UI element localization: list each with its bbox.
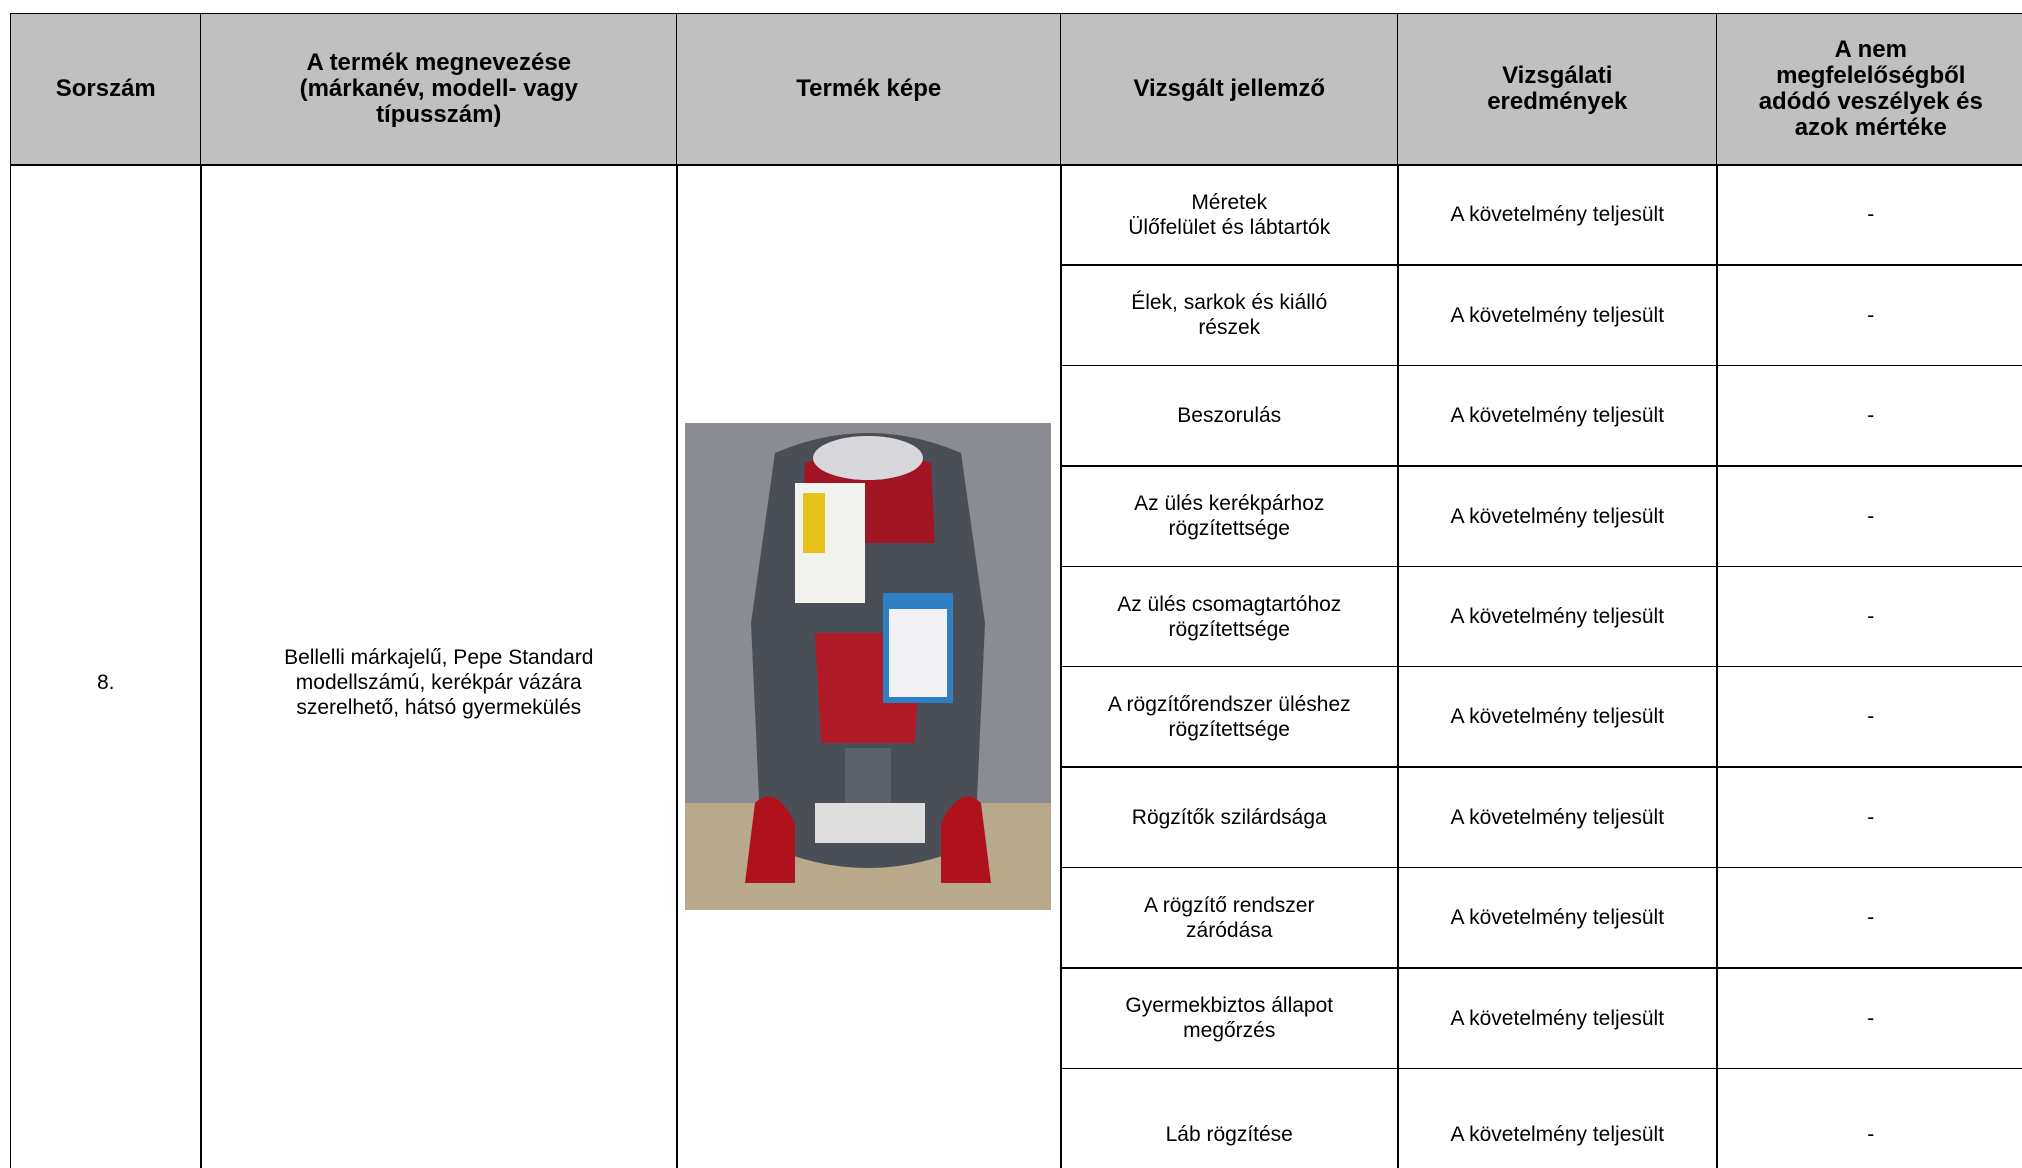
text-line: -	[1867, 805, 1875, 829]
feature-cell: Az ülés kerékpárhoz rögzítettsége	[1060, 465, 1399, 568]
header-cell: A termék megnevezése (márkanév, modell- v…	[200, 13, 678, 166]
text-line: -	[1867, 404, 1875, 428]
text-line: részek	[1198, 316, 1261, 340]
feature-cell: Rögzítők szilárdsága	[1060, 766, 1399, 869]
text-line: Az ülés kerékpárhoz	[1134, 492, 1325, 516]
text-line: A követelmény teljesült	[1450, 504, 1665, 528]
text-line: Sorszám	[55, 75, 156, 103]
header-cell: Vizsgálati eredmények	[1397, 13, 1718, 166]
number-cell: 8.	[10, 164, 202, 1168]
text-line: -	[1867, 605, 1875, 629]
text-line: -	[1867, 1006, 1875, 1030]
text-line: A követelmény teljesült	[1450, 705, 1665, 729]
hazard-cell: -	[1716, 967, 2022, 1070]
text-line: modellszámú, kerékpár vázára	[295, 671, 582, 695]
text-line: Vizsgálati	[1502, 62, 1613, 90]
text-line: Ülőfelület és lábtartók	[1128, 215, 1331, 239]
result-cell: A követelmény teljesült	[1397, 766, 1718, 869]
result-cell: A követelmény teljesült	[1397, 1067, 1718, 1168]
feature-cell: A rögzítő rendszer záródása	[1060, 866, 1399, 969]
text-line: adódó veszélyek és	[1758, 88, 1983, 116]
text-line: Bellelli márkajelű, Pepe Standard	[284, 646, 594, 670]
text-line: A rögzítőrendszer üléshez	[1107, 692, 1351, 716]
text-line: -	[1867, 303, 1875, 327]
text-line: Vizsgált jellemző	[1133, 75, 1326, 103]
text-line: Az ülés csomagtartóhoz	[1117, 592, 1342, 616]
result-cell: A követelmény teljesült	[1397, 967, 1718, 1070]
product-photo	[685, 423, 1051, 910]
hazard-cell: -	[1716, 866, 2022, 969]
hazard-cell: -	[1716, 465, 2022, 568]
feature-cell: Gyermekbiztos állapot megőrzés	[1060, 967, 1399, 1070]
result-cell: A követelmény teljesült	[1397, 364, 1718, 467]
text-line: A követelmény teljesült	[1450, 303, 1665, 327]
text-line: rögzítettsége	[1168, 717, 1290, 741]
hazard-cell: -	[1716, 164, 2022, 266]
text-line: -	[1867, 906, 1875, 930]
feature-cell: A rögzítőrendszer üléshez rögzítettsége	[1060, 666, 1399, 768]
text-line: eredmények	[1487, 88, 1628, 116]
text-line: Gyermekbiztos állapot	[1125, 994, 1334, 1018]
result-cell: A követelmény teljesült	[1397, 866, 1718, 969]
text-line: záródása	[1186, 918, 1273, 942]
hazard-cell: -	[1716, 565, 2022, 668]
text-line: -	[1867, 504, 1875, 528]
text-line: Láb rögzítése	[1165, 1123, 1293, 1147]
hazard-cell: -	[1716, 766, 2022, 869]
hazard-cell: -	[1716, 666, 2022, 768]
header-cell: A nem megfelelőségből adódó veszélyek és az…	[1716, 13, 2022, 166]
text-line: (márkanév, modell- vagy	[299, 75, 578, 103]
result-cell: A követelmény teljesült	[1397, 465, 1718, 568]
result-cell: A követelmény teljesült	[1397, 666, 1718, 768]
text-line: rögzítettsége	[1168, 617, 1290, 641]
product-cell: Bellelli márkajelű, Pepe Standard modells…	[200, 164, 678, 1168]
text-line: -	[1867, 203, 1875, 227]
text-line: A termék megnevezése	[306, 49, 572, 77]
text-line: 8.	[96, 671, 115, 695]
result-cell: A követelmény teljesült	[1397, 565, 1718, 668]
text-line: azok mértéke	[1794, 114, 1947, 142]
text-line: rögzítettsége	[1168, 517, 1290, 541]
text-line: Élek, sarkok és kiálló	[1131, 291, 1328, 315]
text-line: A követelmény teljesült	[1450, 404, 1665, 428]
feature-cell: Láb rögzítése	[1060, 1067, 1399, 1168]
feature-cell: Beszorulás	[1060, 364, 1399, 467]
text-line: A követelmény teljesült	[1450, 203, 1665, 227]
hazard-cell: -	[1716, 264, 2022, 367]
feature-cell: Az ülés csomagtartóhoz rögzítettsége	[1060, 565, 1399, 668]
text-line: megfelelőségből	[1776, 62, 1966, 90]
text-line: A rögzítő rendszer	[1144, 893, 1315, 917]
text-line: A követelmény teljesült	[1450, 1006, 1665, 1030]
text-line: A követelmény teljesült	[1450, 805, 1665, 829]
text-line: A követelmény teljesült	[1450, 1123, 1665, 1147]
text-line: -	[1867, 705, 1875, 729]
text-line: A követelmény teljesült	[1450, 605, 1665, 629]
hazard-cell: -	[1716, 1067, 2022, 1168]
text-line: szerelhető, hátsó gyermekülés	[296, 696, 582, 720]
text-line: Termék képe	[796, 75, 942, 103]
text-line: A nem	[1834, 36, 1907, 64]
text-line: típusszám)	[376, 101, 502, 129]
text-line: megőrzés	[1183, 1019, 1276, 1043]
result-cell: A követelmény teljesült	[1397, 164, 1718, 266]
text-line: Méretek	[1191, 190, 1268, 214]
text-line: Beszorulás	[1177, 404, 1282, 428]
feature-cell: Élek, sarkok és kiálló részek	[1060, 264, 1399, 367]
hazard-cell: -	[1716, 364, 2022, 467]
result-cell: A követelmény teljesült	[1397, 264, 1718, 367]
feature-cell: Méretek Ülőfelület és lábtartók	[1060, 164, 1399, 266]
header-cell: Vizsgált jellemző	[1060, 13, 1399, 166]
text-line: A követelmény teljesült	[1450, 906, 1665, 930]
text-line: Rögzítők szilárdsága	[1131, 805, 1327, 829]
text-line: -	[1867, 1123, 1875, 1147]
header-cell: Sorszám	[10, 13, 202, 166]
header-cell: Termék képe	[676, 13, 1062, 166]
